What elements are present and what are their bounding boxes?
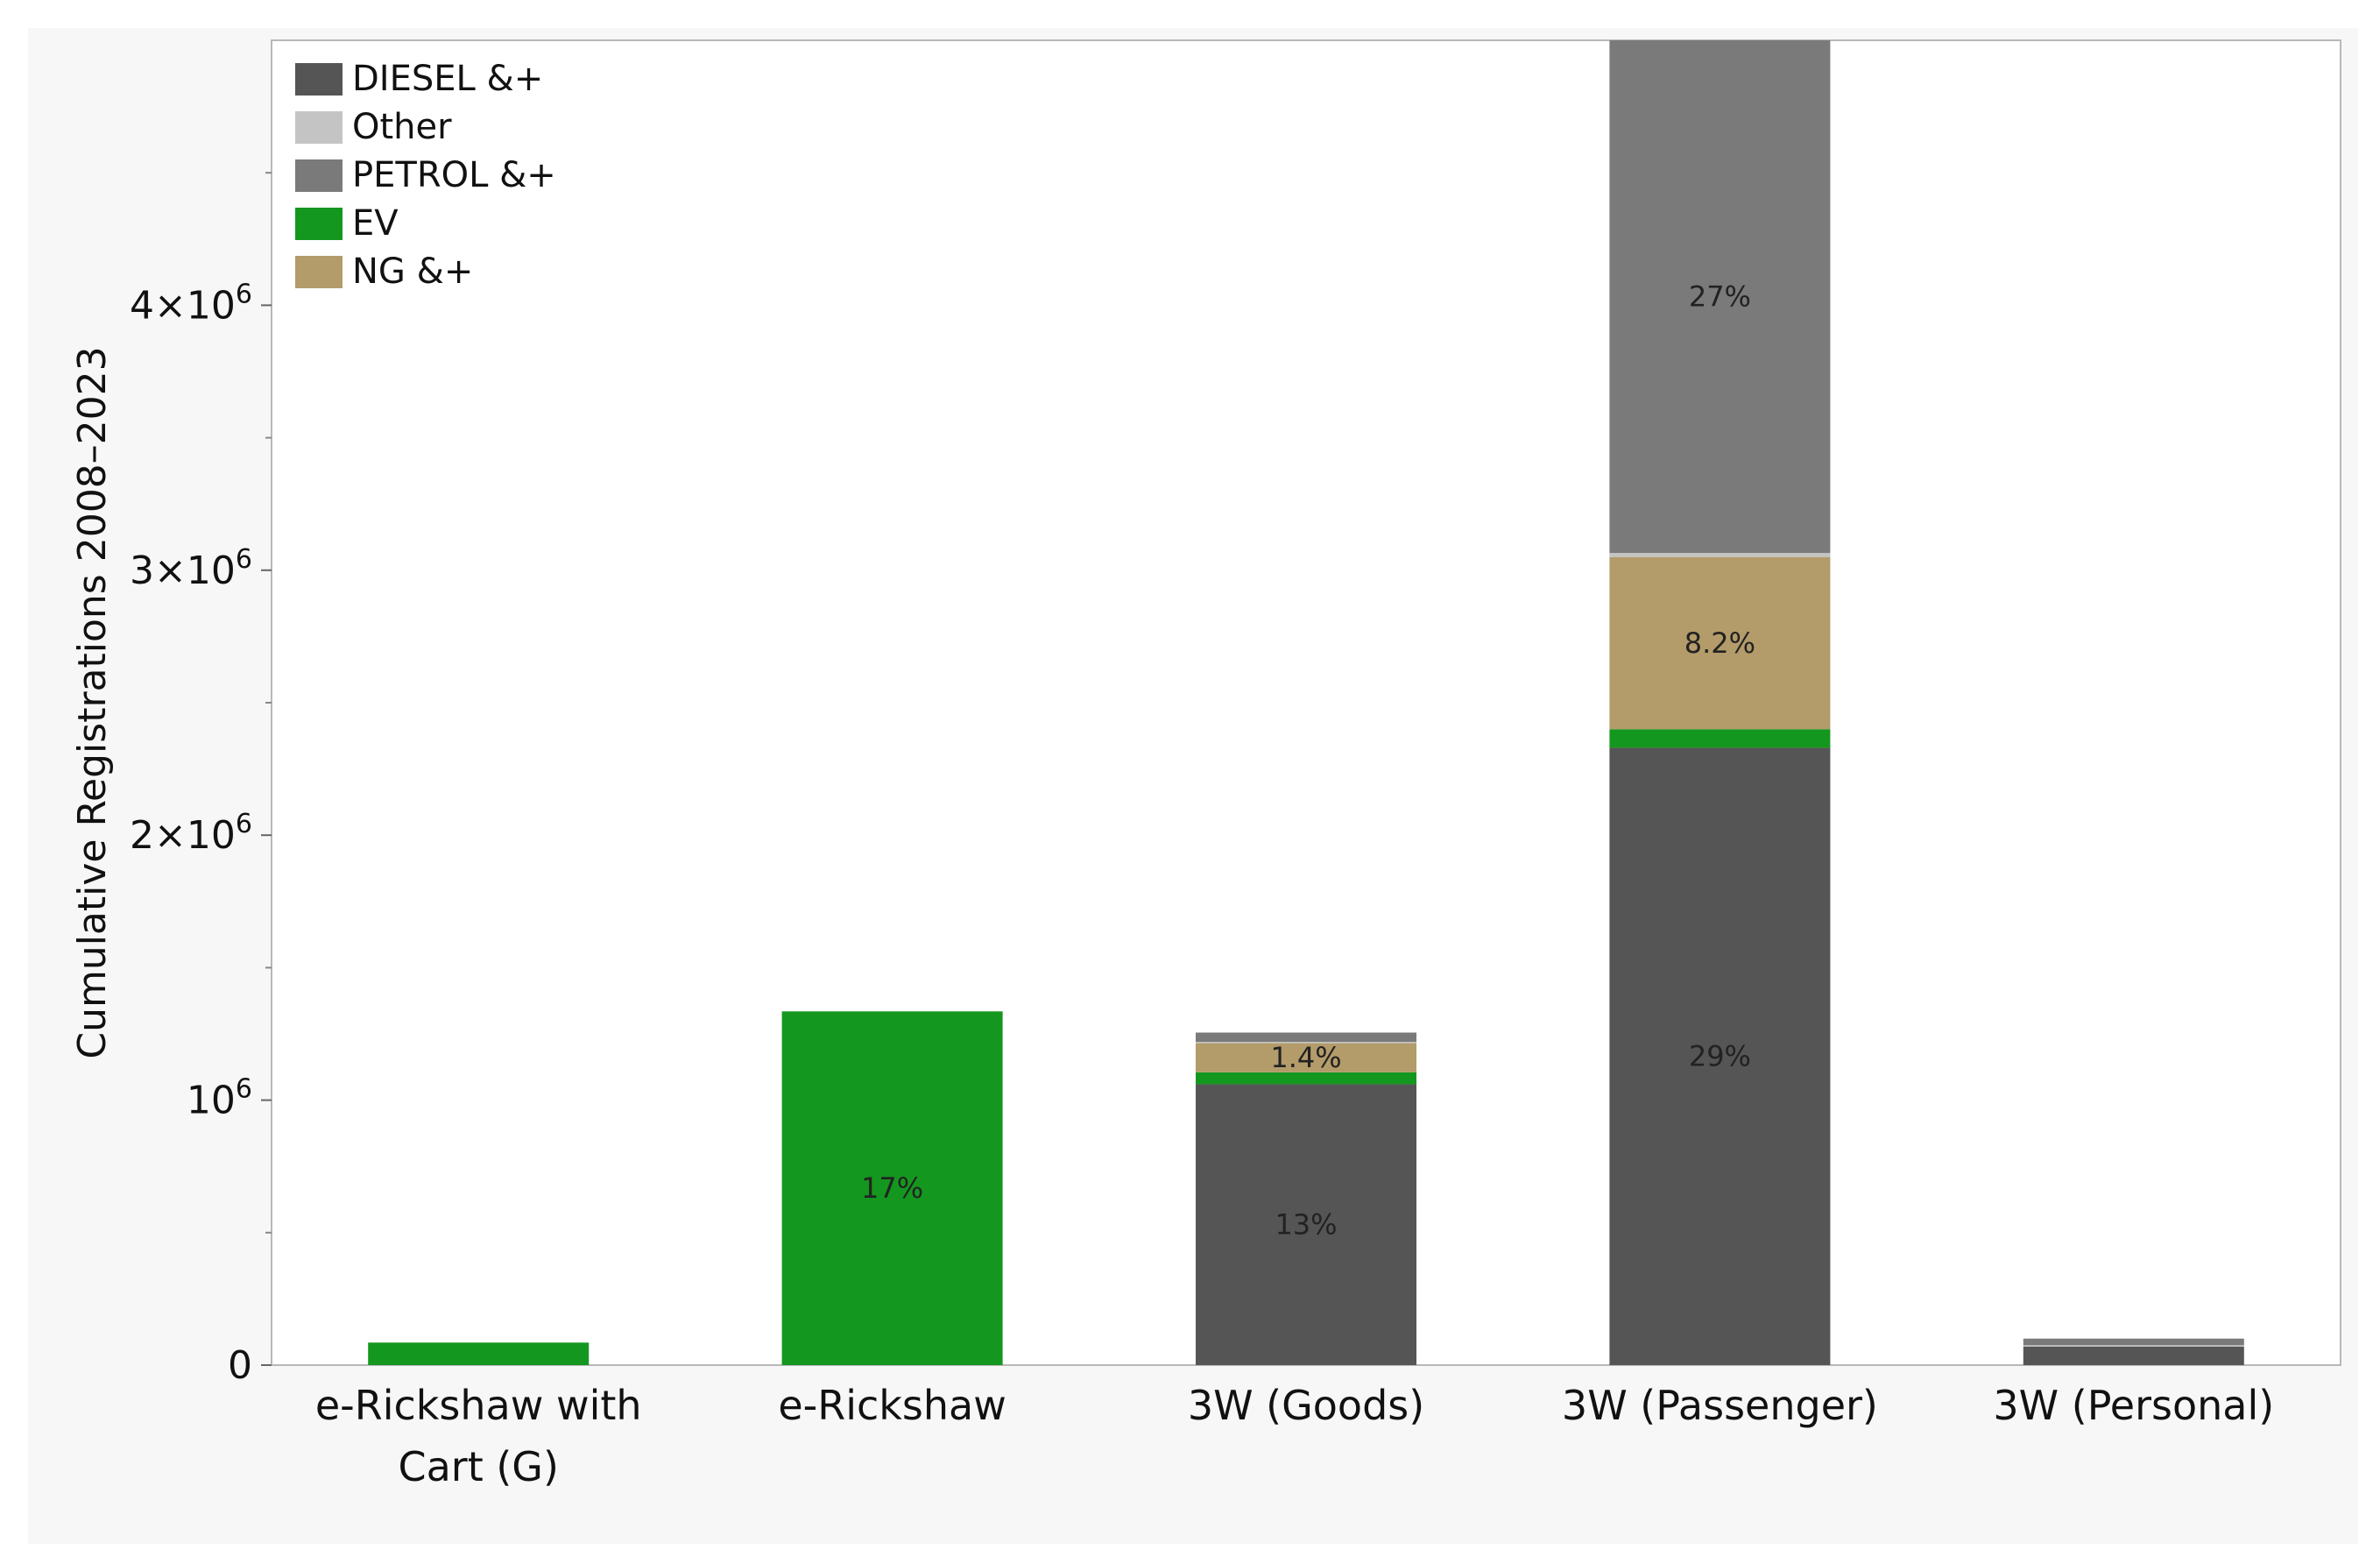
bar-segment	[1196, 1072, 1416, 1085]
x-tick-label: e-Rickshaw	[778, 1382, 1006, 1429]
x-tick-label: 3W (Passenger)	[1562, 1382, 1878, 1429]
y-axis-title: Cumulative Registrations 2008–2023	[70, 346, 115, 1058]
bar-segment	[1196, 1032, 1416, 1043]
y-tick-label: 4×106	[130, 279, 252, 328]
legend-label: Other	[352, 107, 452, 147]
bar-segment	[781, 1011, 1003, 1365]
bar-segment	[1609, 553, 1831, 557]
chart-frame: 0 106 2×106 3×106 4×106 Cumulative Registrati…	[28, 28, 2358, 1544]
bar-segment	[2023, 1345, 2244, 1347]
data-label: 1.4%	[1270, 1041, 1341, 1074]
bar-segment	[1196, 1043, 1416, 1072]
x-tick-label: Cart (G)	[398, 1443, 558, 1490]
data-label: 13%	[1275, 1208, 1337, 1242]
legend-swatch	[295, 63, 343, 96]
legend-swatch	[295, 111, 343, 144]
legend-swatch	[295, 159, 343, 192]
chart: 0 106 2×106 3×106 4×106 Cumulative Registrati…	[70, 39, 2341, 1490]
data-label: 17%	[861, 1171, 923, 1205]
y-tick-label: 0	[228, 1343, 252, 1388]
bar-segment	[1196, 1084, 1416, 1365]
x-tick-label: 3W (Personal)	[1993, 1382, 2274, 1429]
y-tick-label: 3×106	[130, 544, 252, 593]
y-tick-label: 2×106	[130, 809, 252, 858]
legend-swatch	[295, 208, 343, 240]
bar-segment	[2023, 1346, 2244, 1365]
bar-segment	[1609, 729, 1831, 748]
bar-segment	[1196, 1042, 1416, 1044]
data-label: 8.2%	[1684, 626, 1755, 660]
data-label: 29%	[1689, 1040, 1751, 1073]
data-label: 27%	[1689, 280, 1751, 314]
y-tick-label: 106	[187, 1074, 252, 1123]
legend-label: DIESEL &+	[352, 59, 543, 99]
bar-segment	[1609, 556, 1831, 730]
bar-segment	[2023, 1338, 2244, 1346]
bar-segment	[1609, 40, 1831, 554]
legend-label: NG &+	[352, 251, 473, 292]
bar-segment	[1609, 747, 1831, 1365]
x-tick-label: 3W (Goods)	[1188, 1382, 1424, 1429]
legend-swatch	[295, 256, 343, 288]
x-tick-label: e-Rickshaw with	[315, 1382, 642, 1429]
bar-segment	[368, 1342, 590, 1365]
legend-label: PETROL &+	[352, 155, 556, 195]
legend-label: EV	[352, 203, 399, 244]
